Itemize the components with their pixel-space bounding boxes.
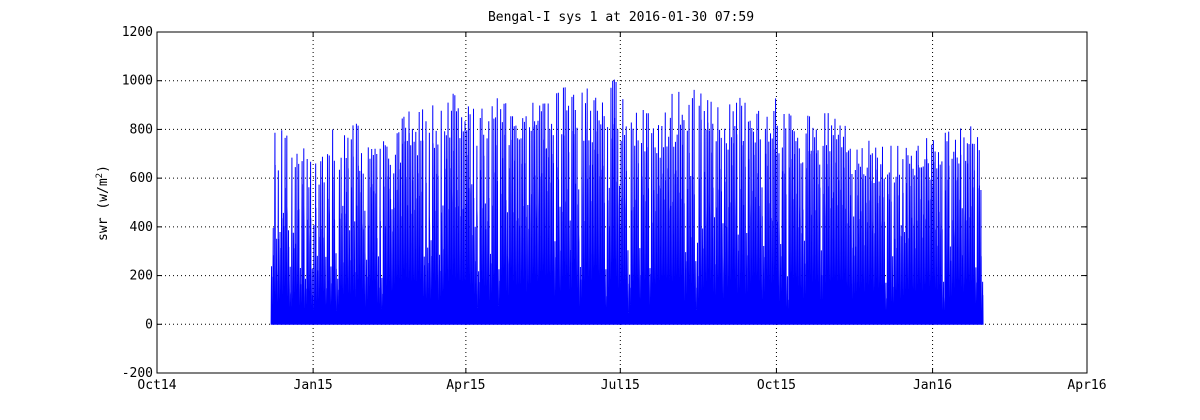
x-tick-label-1: Jan15 — [294, 378, 333, 393]
x-tick-label-6: Apr16 — [1067, 378, 1106, 393]
y-tick-label-2: 200 — [130, 269, 153, 284]
y-axis-label-prefix: swr (w/m — [96, 178, 111, 241]
y-tick-label-7: 1200 — [122, 25, 153, 40]
y-axis: -200 0 200 400 600 800 1000 1200 — [122, 25, 1087, 381]
x-tick-label-0: Oct14 — [137, 378, 176, 393]
series-swr — [270, 79, 984, 325]
y-tick-label-3: 400 — [130, 220, 153, 235]
x-tick-label-3: Jul15 — [601, 378, 640, 393]
x-tick-label-5: Jan16 — [913, 378, 952, 393]
y-tick-label-0: -200 — [122, 366, 153, 381]
x-tick-label-2: Apr15 — [446, 378, 485, 393]
x-axis: Oct14 Jan15 Apr15 Jul15 Oct15 Jan16 Apr16 — [137, 32, 1107, 393]
y-axis-label-suffix: ) — [96, 165, 111, 173]
y-axis-label-superscript: 2 — [95, 173, 105, 178]
x-tick-label-4: Oct15 — [757, 378, 796, 393]
chart-title: Bengal-I sys 1 at 2016-01-30 07:59 — [488, 10, 754, 25]
series-swr-line — [270, 79, 984, 325]
plot-frame — [156, 31, 1088, 374]
y-tick-label-1: 0 — [145, 317, 153, 332]
y-axis-label: swr (w/m2) — [95, 165, 111, 241]
y-tick-label-6: 1000 — [122, 74, 153, 89]
y-tick-label-4: 600 — [130, 171, 153, 186]
y-tick-label-5: 800 — [130, 122, 153, 137]
